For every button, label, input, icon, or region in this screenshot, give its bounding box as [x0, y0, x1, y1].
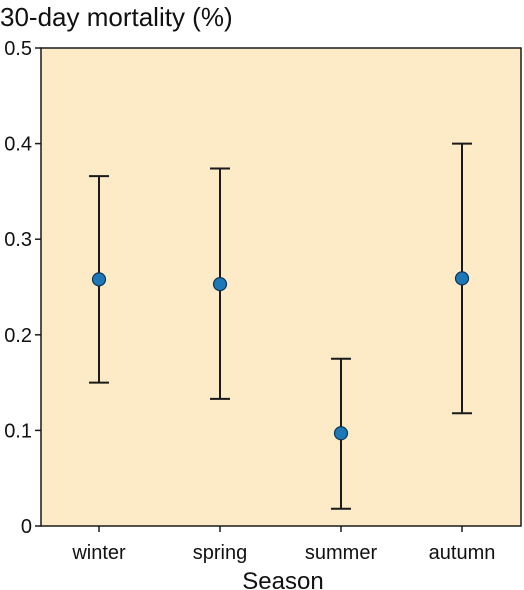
- error-bar-group-winter: [89, 175, 109, 384]
- x-tick-label: spring: [193, 542, 247, 564]
- y-tick-label: 0.3: [4, 229, 32, 251]
- y-tick-label: 0.4: [4, 134, 32, 156]
- data-marks: [89, 142, 472, 510]
- plot-area: [40, 47, 522, 527]
- x-tick-label: autumn: [429, 542, 496, 564]
- data-point: [91, 272, 107, 287]
- data-point: [212, 277, 228, 292]
- y-tick-label: 0.2: [4, 325, 32, 347]
- y-axis-title: 30-day mortality (%): [0, 2, 233, 32]
- x-axis-title: Season: [242, 568, 323, 590]
- y-tick-label: 0.5: [4, 38, 32, 60]
- y-tick-label: 0: [21, 516, 32, 538]
- data-point: [333, 426, 349, 441]
- error-bar-group-spring: [210, 167, 230, 400]
- data-point: [454, 271, 470, 286]
- error-bar-group-autumn: [452, 142, 472, 415]
- x-tick-label: summer: [305, 542, 378, 564]
- y-tick-label: 0.1: [4, 420, 32, 442]
- x-axis: winter spring summer autumn: [71, 526, 495, 564]
- y-axis: 0 0.1 0.2 0.3 0.4 0.5: [4, 38, 41, 538]
- x-tick-label: winter: [71, 542, 126, 564]
- error-bar-group-summer: [331, 357, 351, 510]
